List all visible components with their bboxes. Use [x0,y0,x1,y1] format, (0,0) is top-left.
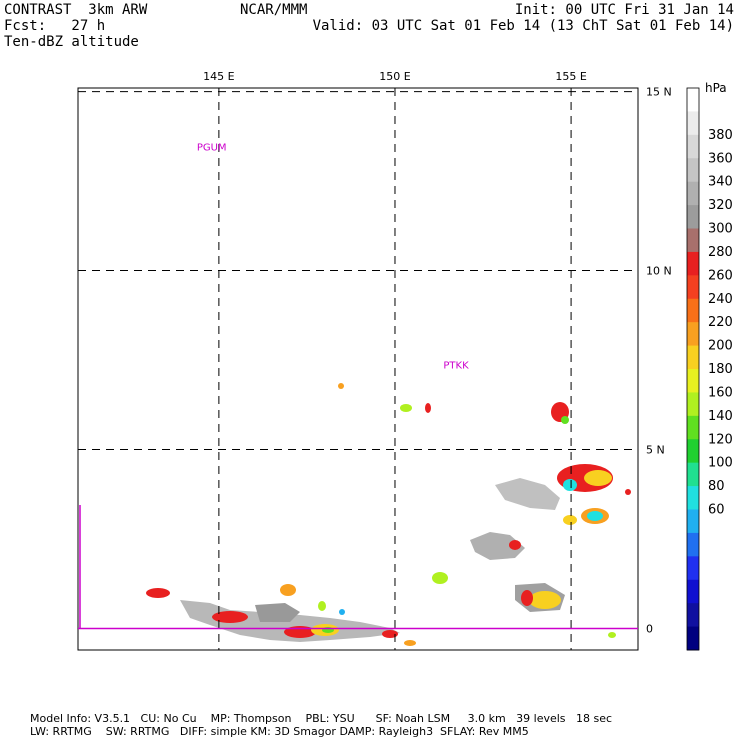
storm-cell [212,611,248,623]
colorbar-swatch [687,603,699,628]
colorbar-label: 180 [708,362,733,377]
storm-cell [318,601,326,611]
colorbar-label: 160 [708,385,733,400]
storm-cell [404,640,416,646]
colorbar-label: 240 [708,292,733,307]
colorbar-swatch [687,369,699,393]
station-label: PGUM [197,142,227,153]
field-name: Ten-dBZ altitude [4,34,139,50]
colorbar-border [686,87,700,651]
colorbar-swatch [687,392,699,417]
colorbar-label: 100 [708,456,733,471]
colorbar-swatch [687,579,699,604]
colorbar-label: 120 [708,432,733,447]
organization: NCAR/MMM [240,2,308,18]
colorbar-swatch [687,486,699,510]
cloud-area [495,478,560,510]
storm-cell [529,591,561,609]
model-title: CONTRAST 3km ARW [4,2,148,18]
colorbar-label: 300 [708,222,733,237]
storm-cell [584,470,612,486]
storm-cell [425,403,431,413]
colorbar-swatch [687,111,699,136]
valid-time: Valid: 03 UTC Sat 01 Feb 14 (13 ChT Sat … [312,18,734,34]
station-label: PTKK [443,361,469,372]
colorbar-label: 260 [708,268,733,283]
map-frame: 145 E 150 E 155 E 15 N 10 N 5 N 0 PGUM PTKK [77,70,672,651]
cloud-area [255,603,300,622]
latitude-label: 0 [646,623,653,636]
colorbar-label: 360 [708,151,733,166]
storm-cell [382,630,398,638]
colorbar-label: 60 [708,503,725,518]
init-time: Init: 00 UTC Fri 31 Jan 14 [514,2,734,18]
storm-cell [146,588,170,598]
colorbar: hPa 380 360 340 320 300 280 260 240 220 200 180 160 1… [686,81,733,651]
colorbar-swatch [687,275,699,300]
colorbar-swatch [687,251,699,276]
latitude-label: 15 N [646,86,672,99]
latitude-label: 5 N [646,444,665,457]
colorbar-label: 320 [708,198,733,213]
colorbar-label: 80 [708,479,725,494]
colorbar-label: 340 [708,175,733,190]
model-info-line2: LW: RRTMG SW: RRTMG DIFF: simple KM: 3D … [30,725,529,738]
colorbar-label: 200 [708,339,733,354]
storm-cell [608,632,616,638]
colorbar-swatch [687,322,699,347]
storm-cell [521,590,533,606]
longitude-label: 155 E [555,70,586,83]
forecast-hour: Fcst: 27 h [4,18,106,34]
colorbar-label: 140 [708,409,733,424]
precip-blobs [146,383,631,646]
colorbar-swatch [687,556,699,581]
colorbar-swatch [687,532,699,557]
colorbar-swatch [687,88,699,112]
storm-cell [563,515,577,525]
storm-cell [280,584,296,596]
storm-cell [587,511,603,521]
map-border [77,87,639,651]
colorbar-swatch [687,158,699,183]
colorbar-label: 380 [708,128,733,143]
colorbar-swatch [687,439,699,464]
colorbar-swatch [687,415,699,440]
colorbar-swatch [687,228,699,253]
colorbar-swatch [687,134,699,159]
latitude-label: 10 N [646,265,672,278]
longitude-label: 150 E [379,70,410,83]
colorbar-swatch [687,509,699,534]
storm-cell [400,404,412,412]
model-info-line1: Model Info: V3.5.1 CU: No Cu MP: Thompso… [30,712,613,725]
storm-cell [563,479,577,491]
storm-cell [338,383,344,389]
longitude-label: 145 E [203,70,234,83]
storm-cell [509,540,521,550]
colorbar-swatch [687,345,699,370]
colorbar-label: 220 [708,315,733,330]
colorbar-swatch [687,462,699,487]
storm-cell [625,489,631,495]
storm-cell [339,609,345,615]
colorbar-unit: hPa [705,81,727,95]
colorbar-label: 280 [708,245,733,260]
colorbar-swatch [687,298,699,323]
storm-cell [561,416,569,424]
colorbar-swatch [687,626,699,651]
storm-cell [432,572,448,584]
colorbar-swatch [687,205,699,229]
cloud-area [470,532,525,560]
colorbar-swatch [687,181,699,206]
